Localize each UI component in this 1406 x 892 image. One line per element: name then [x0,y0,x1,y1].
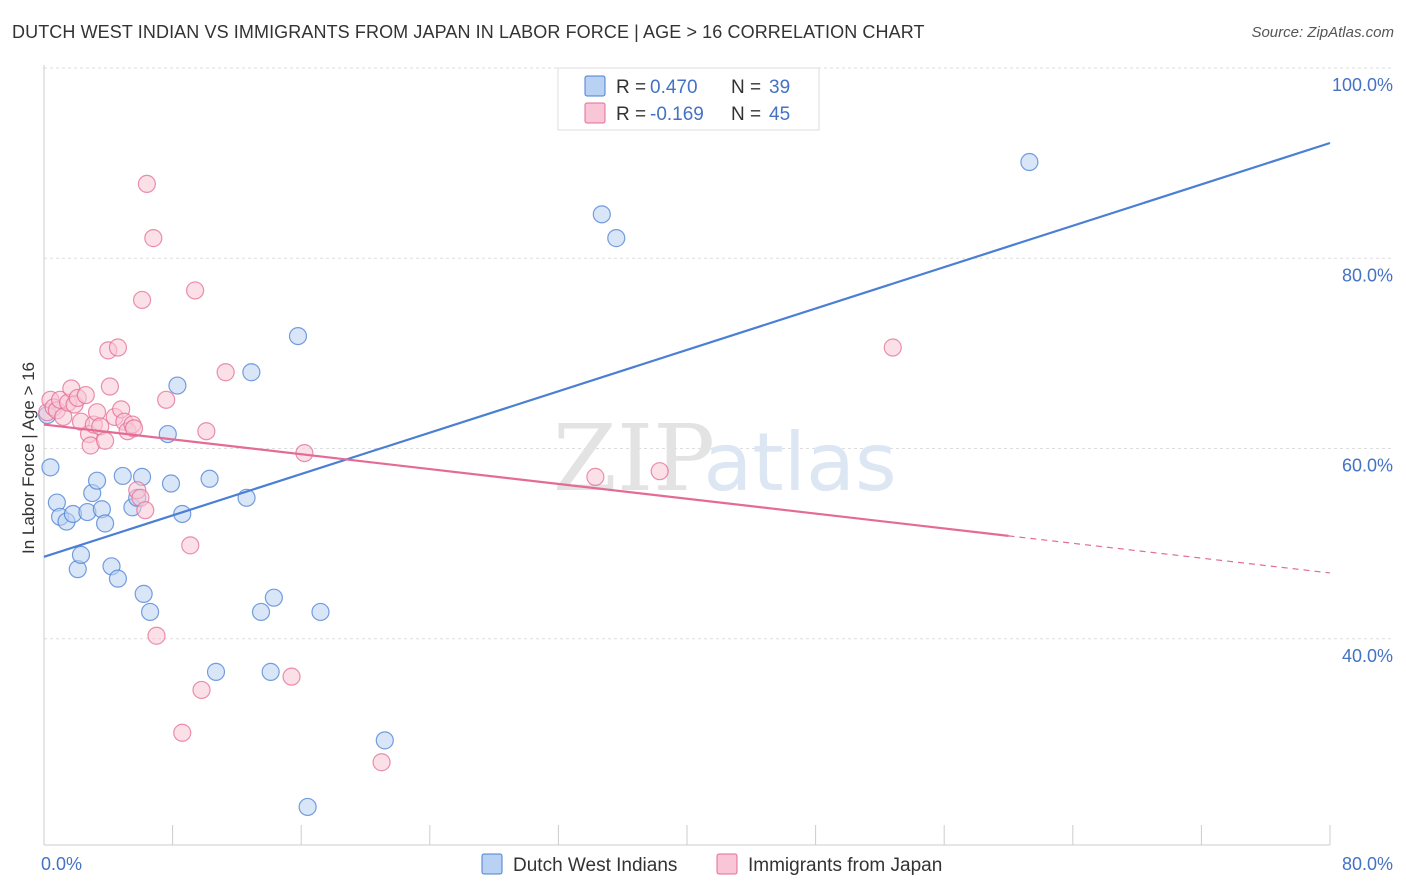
x-tick-label: 0.0% [41,854,82,874]
point-dutch-west-indians [95,514,115,533]
point-immigrants-from-japan [650,462,669,481]
point-immigrants-from-japan [95,431,115,450]
point-immigrants-from-japan [181,536,200,555]
point-dutch-west-indians [375,731,394,750]
point-dutch-west-indians [264,588,283,607]
y-tick-label: 60.0% [1342,456,1393,476]
legend-r-value: -0.169 [650,104,704,125]
point-dutch-west-indians [200,469,219,488]
point-dutch-west-indians [1020,152,1039,172]
bottom-legend-swatch-immigrants-from-japan [716,853,738,875]
trendline-immigrants-from-japan [43,423,1009,537]
point-immigrants-from-japan [137,174,156,194]
y-tick-label: 100.0% [1332,75,1393,95]
trend-layer [43,141,1331,574]
point-dutch-west-indians [71,545,91,564]
legend-swatch-immigrants-from-japan [584,102,606,124]
point-immigrants-from-japan [173,723,192,742]
point-immigrants-from-japan [144,229,163,248]
point-immigrants-from-japan [108,338,128,357]
point-immigrants-from-japan [147,626,166,645]
point-immigrants-from-japan [100,377,120,396]
x-tick-label: 80.0% [1342,854,1393,874]
point-dutch-west-indians [288,326,308,346]
point-dutch-west-indians [168,376,187,395]
point-immigrants-from-japan [132,290,152,310]
point-dutch-west-indians [298,797,317,817]
watermark-zip: ZIP [553,405,715,512]
point-immigrants-from-japan [124,419,144,438]
grid-layer [44,67,1394,640]
point-dutch-west-indians [41,458,60,477]
y-tick-label: 80.0% [1342,265,1393,285]
legend-swatch-dutch-west-indians [584,75,606,97]
point-dutch-west-indians [251,602,271,622]
y-axis-label: In Labor Force | Age > 16 [19,362,38,554]
legend-n-value: 45 [769,104,790,125]
bottom-legend-label-immigrants-from-japan: Immigrants from Japan [748,855,942,876]
chart-source: Source: ZipAtlas.com [1251,24,1394,41]
point-dutch-west-indians [87,471,107,490]
legend-n-value: 39 [769,77,790,98]
point-dutch-west-indians [161,474,181,493]
point-immigrants-from-japan [197,422,216,441]
legend-r-label: R = [616,104,646,125]
point-dutch-west-indians [607,229,626,248]
trendline-dutch-west-indians [43,141,1331,558]
point-dutch-west-indians [206,662,226,681]
point-immigrants-from-japan [883,338,902,357]
point-immigrants-from-japan [216,363,235,382]
point-dutch-west-indians [261,662,280,681]
bottom-legend-label-dutch-west-indians: Dutch West Indians [513,855,677,876]
y-tick-label: 40.0% [1342,646,1393,666]
legend-n-label: N = [731,104,761,125]
watermark-atlas: atlas [703,416,896,509]
legend-r-label: R = [616,77,646,98]
point-immigrants-from-japan [76,385,95,405]
point-immigrants-from-japan [136,501,155,520]
point-dutch-west-indians [242,363,261,382]
legend-top: R = 0.470 N = 39 R = -0.169 N = 45 [557,67,820,131]
point-immigrants-from-japan [186,281,205,300]
axis-layer: 40.0% 60.0% 80.0% 100.0% 0.0% 80.0% In Labor F… [19,65,1393,874]
point-immigrants-from-japan [372,753,391,772]
legend-bottom: Dutch West Indians Immigrants from Japan [481,853,942,876]
legend-r-value: 0.470 [650,77,698,98]
point-dutch-west-indians [311,602,330,622]
trendline-extension-immigrants-from-japan [1008,535,1331,574]
point-dutch-west-indians [592,205,611,224]
legend-n-label: N = [731,77,761,98]
point-dutch-west-indians [113,466,132,486]
chart-title: DUTCH WEST INDIAN VS IMMIGRANTS FROM JAP… [12,22,925,42]
bottom-legend-swatch-dutch-west-indians [481,853,503,875]
point-immigrants-from-japan [157,390,176,409]
point-dutch-west-indians [134,584,153,603]
point-immigrants-from-japan [282,667,301,686]
point-dutch-west-indians [108,569,128,588]
point-dutch-west-indians [140,602,160,622]
point-immigrants-from-japan [192,680,211,700]
points-layer [38,152,1039,817]
point-immigrants-from-japan [586,467,605,486]
